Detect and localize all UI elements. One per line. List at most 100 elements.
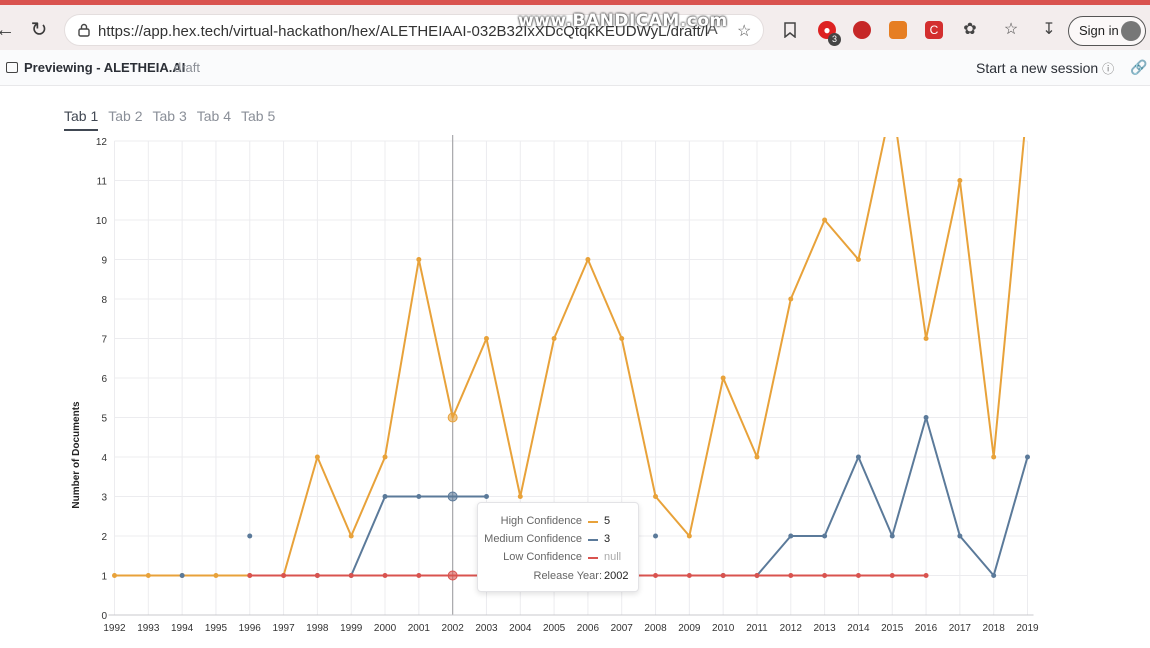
data-point[interactable] (957, 533, 963, 539)
x-tick-label: 1994 (171, 623, 194, 634)
data-point[interactable] (213, 573, 219, 578)
downloads-icon[interactable]: ↧ (1042, 21, 1056, 38)
data-point[interactable] (585, 257, 591, 262)
data-point[interactable] (720, 573, 726, 578)
y-tick-label: 3 (101, 493, 107, 504)
x-tick-label: 1995 (205, 623, 228, 634)
site-info-icon[interactable] (77, 23, 91, 37)
data-point[interactable] (416, 257, 422, 262)
data-point[interactable] (788, 296, 794, 302)
data-point[interactable] (382, 573, 388, 578)
data-point[interactable] (348, 573, 354, 578)
data-point[interactable] (923, 336, 929, 341)
data-point[interactable] (957, 178, 963, 183)
tab-5[interactable]: Tab 5 (241, 108, 276, 124)
tab-4[interactable]: Tab 4 (196, 108, 231, 124)
data-point[interactable] (483, 336, 489, 341)
data-point[interactable] (416, 494, 422, 499)
x-tick-label: 2000 (374, 623, 397, 634)
data-point[interactable] (855, 454, 861, 460)
page-title: Previewing - ALETHEIA.AI (24, 60, 186, 75)
y-tick-label: 11 (97, 177, 108, 188)
x-tick-label: 2011 (746, 623, 768, 634)
data-point[interactable] (447, 491, 458, 502)
tab-2[interactable]: Tab 2 (108, 108, 143, 124)
data-point[interactable] (247, 573, 253, 578)
data-point[interactable] (619, 336, 625, 341)
data-point[interactable] (653, 533, 659, 539)
extension-c-icon[interactable]: C (925, 21, 943, 39)
address-bar[interactable]: https://app.hex.tech/virtual-hackathon/h… (64, 14, 764, 46)
data-point[interactable] (754, 454, 760, 460)
data-point[interactable] (822, 573, 828, 578)
data-point[interactable] (991, 573, 997, 578)
data-point[interactable] (179, 573, 185, 578)
data-point[interactable] (314, 454, 320, 460)
data-point[interactable] (822, 217, 828, 223)
data-point[interactable] (382, 494, 388, 499)
bookmark-star-icon[interactable]: ☆ (737, 23, 752, 40)
url-text[interactable]: https://app.hex.tech/virtual-hackathon/h… (98, 23, 708, 40)
data-point[interactable] (551, 336, 557, 341)
sign-in-button[interactable]: Sign in (1068, 16, 1146, 46)
y-tick-label: 1 (101, 572, 107, 583)
data-point[interactable] (447, 412, 458, 423)
data-point[interactable] (653, 573, 659, 578)
y-tick-label: 2 (101, 532, 107, 543)
back-icon[interactable]: ← (0, 19, 15, 41)
series-line (723, 416, 1029, 577)
x-tick-label: 2008 (644, 623, 667, 634)
status-badge: draft (174, 60, 201, 75)
data-point[interactable] (720, 375, 726, 381)
data-point[interactable] (855, 573, 861, 578)
extension-tomato-icon[interactable] (853, 21, 871, 39)
bookmark-icon[interactable] (783, 22, 797, 38)
tooltip-label: Low Confidence (503, 551, 582, 563)
data-point[interactable] (447, 570, 458, 581)
data-point[interactable] (923, 415, 929, 420)
data-point[interactable] (247, 533, 253, 539)
tooltip-row-low: Low Confidence null (478, 551, 638, 569)
data-point[interactable] (145, 573, 151, 578)
x-tick-label: 1999 (340, 623, 363, 634)
recording-watermark: www.BANDICAM.com (518, 11, 728, 31)
data-point[interactable] (889, 533, 895, 539)
data-point[interactable] (1025, 454, 1030, 460)
x-tick-label: 2002 (442, 623, 465, 634)
chart-series (112, 137, 1030, 581)
data-point[interactable] (348, 533, 354, 539)
tab-3[interactable]: Tab 3 (152, 108, 187, 124)
link-icon[interactable]: 🔗 (1130, 59, 1148, 75)
x-tick-label: 2005 (543, 623, 566, 634)
tab-bar: Tab 1 Tab 2 Tab 3 Tab 4 Tab 5 (64, 108, 285, 132)
data-point[interactable] (382, 454, 388, 460)
data-point[interactable] (517, 494, 523, 499)
start-session-button[interactable]: Start a new session ⓘ (976, 60, 1114, 77)
data-point[interactable] (416, 573, 422, 578)
data-point[interactable] (923, 573, 929, 578)
data-point[interactable] (991, 454, 997, 460)
data-point[interactable] (788, 533, 794, 539)
x-tick-label: 1993 (137, 623, 160, 634)
tab-1[interactable]: Tab 1 (64, 108, 99, 131)
data-point[interactable] (754, 573, 760, 578)
data-point[interactable] (855, 257, 861, 262)
reader-mode-icon[interactable]: A (707, 21, 718, 38)
extensions-puzzle-icon[interactable]: ✿ (963, 21, 977, 38)
tooltip-row-high: High Confidence 5 (478, 515, 638, 533)
data-point[interactable] (281, 573, 287, 578)
data-point[interactable] (314, 573, 320, 578)
data-point[interactable] (653, 494, 659, 499)
extension-metamask-icon[interactable] (889, 21, 907, 39)
data-point[interactable] (686, 573, 692, 578)
data-point[interactable] (889, 573, 895, 578)
y-tick-label: 6 (101, 374, 107, 385)
data-point[interactable] (788, 573, 794, 578)
data-point[interactable] (822, 533, 828, 539)
data-point[interactable] (483, 494, 489, 499)
favorites-icon[interactable]: ☆ (1003, 21, 1019, 38)
reload-icon[interactable]: ↻ (30, 19, 48, 41)
data-point[interactable] (686, 533, 692, 539)
data-point[interactable] (112, 573, 117, 578)
